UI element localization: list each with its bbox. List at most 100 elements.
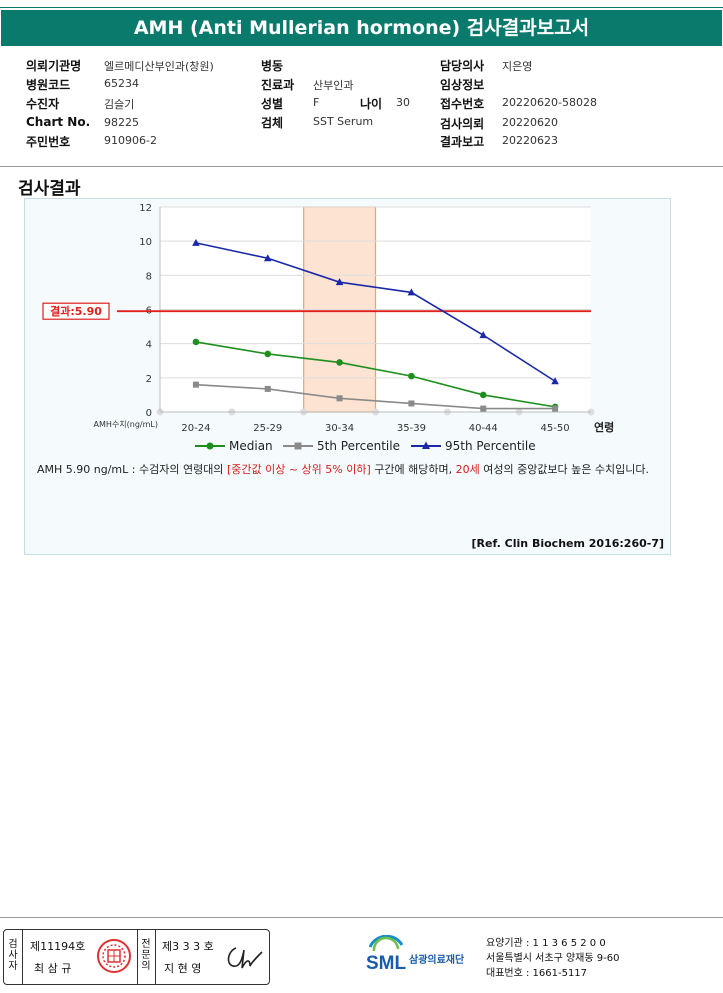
y-tick-label: 0 (146, 408, 152, 419)
info-value: 김슬기 (104, 98, 135, 111)
sml-logo: SML 삼광의료재단 (366, 934, 484, 981)
y-tick-label: 12 (139, 203, 152, 214)
result-label-box (42, 302, 110, 320)
legend-label: 5th Percentile (317, 439, 400, 453)
age-value: 30 (396, 96, 410, 109)
legend-marker (206, 442, 214, 450)
info-label: 접수번호 (440, 97, 485, 111)
info-label: 의뢰기관명 (26, 59, 82, 73)
result-label: 결과:5.90 (50, 304, 102, 318)
y-tick-label: 10 (139, 237, 152, 248)
info-label: 임상정보 (440, 78, 485, 92)
signature-icon (227, 947, 263, 969)
result-description: AMH 5.90 ng/mL : 수검자의 연령대의 [중간값 이상 ~ 상위 … (37, 461, 667, 478)
desc-highlight-age: 20세 (455, 463, 480, 476)
data-point (407, 288, 416, 296)
info-value: 20220620-58028 (502, 96, 597, 109)
info-value: 65234 (104, 77, 139, 90)
data-point (335, 278, 344, 286)
x-tick-label: 40-44 (469, 423, 498, 434)
inspector-number: 제11194호 (30, 940, 86, 953)
divider (137, 930, 138, 984)
y-tick-label: 2 (146, 374, 152, 385)
info-value: 20220623 (502, 134, 558, 147)
data-point (264, 385, 271, 392)
info-label: 병원코드 (26, 78, 71, 92)
data-point (408, 372, 415, 380)
info-label: 병동 (261, 59, 284, 73)
age-label: 나이 (360, 97, 383, 111)
data-point (336, 395, 343, 402)
info-value: 지은영 (502, 60, 533, 73)
legend-marker (422, 441, 430, 449)
data-point (408, 400, 415, 407)
info-value: 98225 (104, 116, 139, 129)
info-label: Chart No. (26, 115, 91, 129)
amh-chart: 02468101220-2425-2930-3435-3940-4445-50연… (25, 199, 670, 461)
x-axis-label: 연령 (594, 420, 614, 434)
result-panel: 02468101220-2425-2930-3435-3940-4445-50연… (24, 198, 671, 555)
divider (22, 930, 23, 984)
series-line (195, 242, 556, 382)
divider (155, 930, 156, 984)
data-point (264, 350, 272, 358)
desc-text: AMH 5.90 ng/mL : 수검자의 연령대의 (37, 463, 227, 476)
data-point (479, 331, 488, 339)
y-axis-label: AMH수치(ng/mL) (94, 420, 158, 429)
org-name: 삼광의료재단 (409, 953, 465, 966)
reference: [Ref. Clin Biochem 2016:260-7] (471, 537, 664, 550)
info-label: 검체 (261, 116, 284, 130)
seal-stamp-icon (97, 939, 131, 973)
info-label: 주민번호 (26, 135, 71, 149)
data-point (552, 405, 559, 412)
info-value: 산부인과 (313, 79, 354, 92)
addr-line: 요양기관 : 1 1 3 6 5 2 0 0 (486, 938, 606, 949)
legend-label: 95th Percentile (445, 439, 536, 453)
sml-logo-icon: SML 삼광의료재단 (366, 934, 465, 974)
data-point (192, 238, 200, 246)
info-label: 검사의뢰 (440, 117, 485, 131)
section-title: 검사결과 (18, 179, 81, 199)
info-value: F (313, 96, 320, 109)
info-label: 진료과 (261, 78, 295, 92)
info-label: 수진자 (26, 97, 60, 111)
legend-marker (294, 442, 302, 450)
institution-info: 요양기관 : 1 1 3 6 5 2 0 0 서울특별시 서초구 양재동 9-6… (486, 936, 619, 981)
data-point (263, 254, 272, 262)
logo-text: SML (366, 953, 407, 974)
addr-line: 서울특별시 서초구 양재동 9-60 (486, 953, 620, 964)
y-tick-label: 4 (146, 340, 152, 351)
report-title: AMH (Anti Mullerian hormone) 검사결과보고서 (1, 10, 722, 46)
x-tick-label: 25-29 (253, 423, 282, 434)
series-line (195, 341, 556, 408)
info-label: 담당의사 (440, 59, 485, 73)
addr-line: 대표번호 : 1661-5117 (486, 968, 588, 979)
info-value: SST Serum (313, 115, 374, 128)
data-point (192, 338, 200, 346)
x-tick-label: 30-34 (325, 423, 354, 434)
x-tick-label: 45-50 (541, 423, 570, 434)
info-value: 910906-2 (104, 134, 157, 147)
y-tick-label: 8 (146, 271, 152, 282)
specialist-number: 제3 3 3 호 (162, 940, 214, 953)
x-tick-label: 20-24 (181, 423, 210, 434)
data-point (480, 405, 487, 412)
data-point (551, 377, 559, 385)
data-point (479, 391, 487, 399)
data-point (192, 381, 199, 388)
desc-highlight-range: [중간값 이상 ~ 상위 5% 이하] (226, 463, 371, 476)
footer-divider (0, 917, 723, 918)
series-line (195, 383, 556, 410)
top-border (0, 0, 723, 8)
info-label: 성별 (261, 97, 284, 111)
legend-label: Median (229, 439, 273, 453)
info-value: 20220620 (502, 116, 558, 129)
specialist-name: 지 현 영 (164, 962, 202, 975)
chart-svg: 02468101220-2425-2930-3435-3940-4445-50연… (42, 203, 614, 453)
patient-info: 의뢰기관명 엘르메디산부인과(창원) 병원코드 65234 수진자 김슬기 Ch… (0, 54, 723, 167)
desc-text: 여성의 중앙값보다 높은 수치입니다. (479, 463, 650, 476)
inspector-name: 최 삼 규 (34, 962, 72, 975)
x-tick-label: 35-39 (397, 423, 426, 434)
